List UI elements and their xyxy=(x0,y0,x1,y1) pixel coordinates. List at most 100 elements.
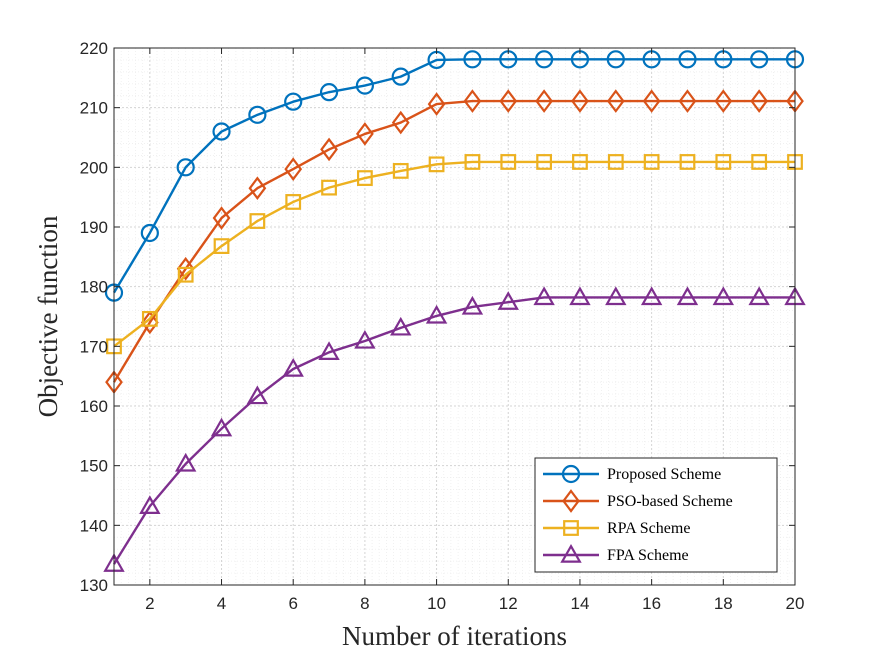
series-line xyxy=(112,99,795,383)
y-tick-label: 150 xyxy=(80,457,108,476)
data-point-marker xyxy=(463,50,482,69)
y-axis-title: Objective function xyxy=(33,215,63,417)
data-point-marker xyxy=(356,122,374,146)
data-point-marker xyxy=(140,310,159,335)
data-point-marker xyxy=(606,89,625,113)
legend-label: FPA Scheme xyxy=(607,547,689,564)
data-point-marker xyxy=(212,122,231,141)
y-tick-label: 160 xyxy=(80,397,108,416)
data-point-marker xyxy=(212,206,231,230)
data-point-marker xyxy=(425,304,448,324)
data-point-marker xyxy=(428,156,445,173)
data-point-marker xyxy=(642,89,661,113)
x-axis-title: Number of iterations xyxy=(342,621,567,651)
data-point-marker xyxy=(535,50,554,69)
data-point-marker xyxy=(284,157,303,181)
legend-label: RPA Scheme xyxy=(607,520,690,537)
data-point-marker xyxy=(643,154,660,170)
data-point-marker xyxy=(177,266,194,283)
legend-label: Proposed Scheme xyxy=(607,466,721,483)
data-point-marker xyxy=(607,154,624,170)
legend-marker xyxy=(561,464,581,484)
series-line xyxy=(112,58,795,294)
data-point-marker xyxy=(533,286,555,306)
data-point-marker xyxy=(285,194,302,210)
y-tick-label: 130 xyxy=(80,576,108,595)
legend: Proposed Scheme PSO-based Scheme RPA Schem… xyxy=(534,457,778,573)
x-tick-label: 10 xyxy=(427,594,446,613)
legend-item: RPA Scheme xyxy=(543,520,690,537)
data-point-marker xyxy=(140,223,159,243)
data-point-marker xyxy=(141,310,158,327)
y-tick-label: 190 xyxy=(80,218,108,237)
data-point-marker xyxy=(606,50,625,69)
data-point-marker xyxy=(427,92,446,116)
data-point-marker xyxy=(714,89,733,113)
series-pso-based-scheme xyxy=(105,89,804,394)
data-point-marker xyxy=(679,154,696,170)
data-point-marker xyxy=(246,385,269,405)
x-tick-label: 2 xyxy=(145,594,154,613)
data-point-marker xyxy=(499,89,518,113)
data-point-marker xyxy=(750,89,769,113)
data-point-marker xyxy=(391,110,410,135)
legend-label: PSO-based Scheme xyxy=(607,493,733,510)
x-tick-label: 20 xyxy=(786,594,805,613)
axis-ticks: 2 4 6 8 10 12 14 16 18 20 130 140 150 160 170 180 190 200… xyxy=(80,39,805,613)
series-fpa-scheme xyxy=(103,286,806,572)
y-tick-label: 200 xyxy=(80,158,108,177)
y-tick-label: 170 xyxy=(80,337,108,356)
x-tick-label: 18 xyxy=(714,594,733,613)
data-point-marker xyxy=(640,286,663,306)
legend-item: PSO-based Scheme xyxy=(543,489,733,513)
series-rpa-scheme xyxy=(106,154,803,355)
data-point-marker xyxy=(569,286,591,306)
data-point-marker xyxy=(535,89,553,113)
data-point-marker xyxy=(174,452,197,472)
data-point-marker xyxy=(712,286,735,306)
data-point-marker xyxy=(320,137,338,162)
data-point-marker xyxy=(750,50,769,69)
x-tick-label: 14 xyxy=(570,594,589,613)
x-tick-label: 6 xyxy=(288,594,297,613)
y-tick-label: 140 xyxy=(80,516,108,535)
legend-marker xyxy=(560,543,582,563)
data-point-marker xyxy=(319,83,339,102)
data-point-marker xyxy=(318,341,340,360)
data-point-marker xyxy=(356,170,373,186)
legend-marker xyxy=(562,489,580,513)
y-tick-label: 210 xyxy=(80,99,108,118)
data-point-marker xyxy=(248,105,267,124)
data-point-marker xyxy=(678,89,697,113)
data-point-marker xyxy=(461,295,484,315)
data-point-marker xyxy=(748,286,770,306)
data-point-marker xyxy=(391,67,410,86)
data-point-marker xyxy=(248,176,267,201)
data-point-marker xyxy=(282,357,304,377)
x-tick-label: 16 xyxy=(642,594,661,613)
data-point-marker xyxy=(354,329,376,349)
data-point-marker xyxy=(463,89,482,113)
data-point-marker xyxy=(355,76,374,95)
data-point-marker xyxy=(139,495,161,514)
data-point-marker xyxy=(390,316,412,336)
data-point-marker xyxy=(464,154,481,170)
x-tick-label: 4 xyxy=(217,594,226,613)
data-point-marker xyxy=(572,154,588,170)
y-tick-label: 180 xyxy=(80,278,108,297)
data-point-marker xyxy=(751,154,768,170)
data-point-marker xyxy=(497,291,519,310)
x-tick-label: 12 xyxy=(499,594,518,613)
data-point-marker xyxy=(536,154,553,170)
x-tick-label: 8 xyxy=(360,594,369,613)
series-group xyxy=(103,50,806,572)
data-point-marker xyxy=(678,50,697,69)
legend-item: FPA Scheme xyxy=(543,543,689,564)
data-point-marker xyxy=(176,256,195,281)
data-point-marker xyxy=(715,154,732,170)
legend-item: Proposed Scheme xyxy=(543,464,721,484)
plot-area-border xyxy=(113,47,796,586)
y-tick-label: 220 xyxy=(80,39,108,58)
data-point-marker xyxy=(392,163,409,179)
